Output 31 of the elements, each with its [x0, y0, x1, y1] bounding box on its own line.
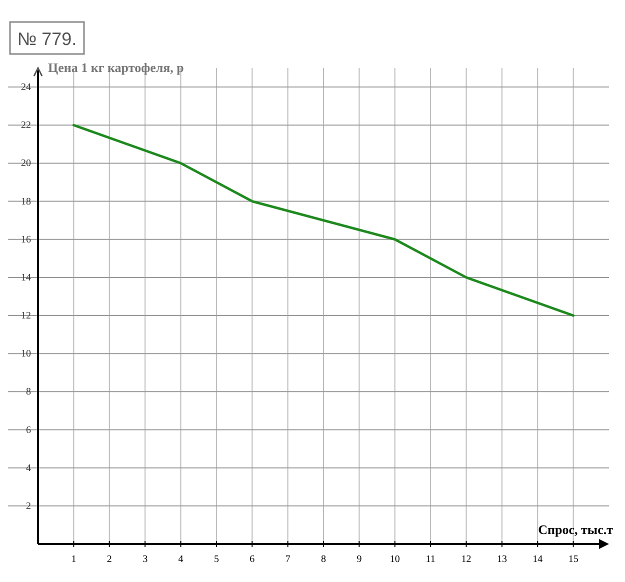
y-tick-label: 22	[21, 120, 31, 132]
y-tick-label: 6	[26, 424, 31, 436]
y-tick-label: 10	[21, 348, 31, 360]
x-tick-label: 10	[390, 554, 400, 565]
x-tick-label: 11	[426, 554, 436, 565]
y-tick-label: 24	[21, 82, 31, 94]
x-tick-label: 9	[356, 554, 362, 565]
x-tick-label: 15	[568, 554, 578, 565]
x-tick-label: 13	[496, 554, 507, 565]
x-tick-label: 4	[178, 554, 184, 565]
y-tick-label: 2	[26, 500, 31, 512]
y-axis-title: Цена 1 кг картофеля, р	[48, 60, 184, 75]
x-tick-label: 2	[106, 554, 112, 565]
line-series	[72, 124, 575, 317]
y-tick-label: 16	[21, 234, 31, 246]
x-tick-label: 5	[214, 554, 219, 565]
x-tick-label: 12	[461, 554, 472, 565]
x-tick-label: 14	[532, 554, 543, 565]
x-tick-label: 6	[250, 554, 255, 565]
y-tick-label: 20	[21, 158, 31, 170]
y-tick-label: 14	[21, 272, 31, 284]
y-tick-label: 4	[26, 462, 31, 474]
x-tick-label: 8	[321, 554, 326, 565]
x-axis-title: Спрос, тыс.т	[538, 522, 614, 537]
x-tick-label: 3	[142, 554, 148, 565]
x-tick-label: 7	[285, 554, 290, 565]
x-tick-label: 1	[71, 554, 76, 565]
y-tick-label: 18	[21, 196, 31, 208]
y-tick-label: 12	[21, 310, 31, 322]
chart-title: № 779.	[17, 29, 77, 49]
y-tick-label: 8	[26, 386, 31, 398]
